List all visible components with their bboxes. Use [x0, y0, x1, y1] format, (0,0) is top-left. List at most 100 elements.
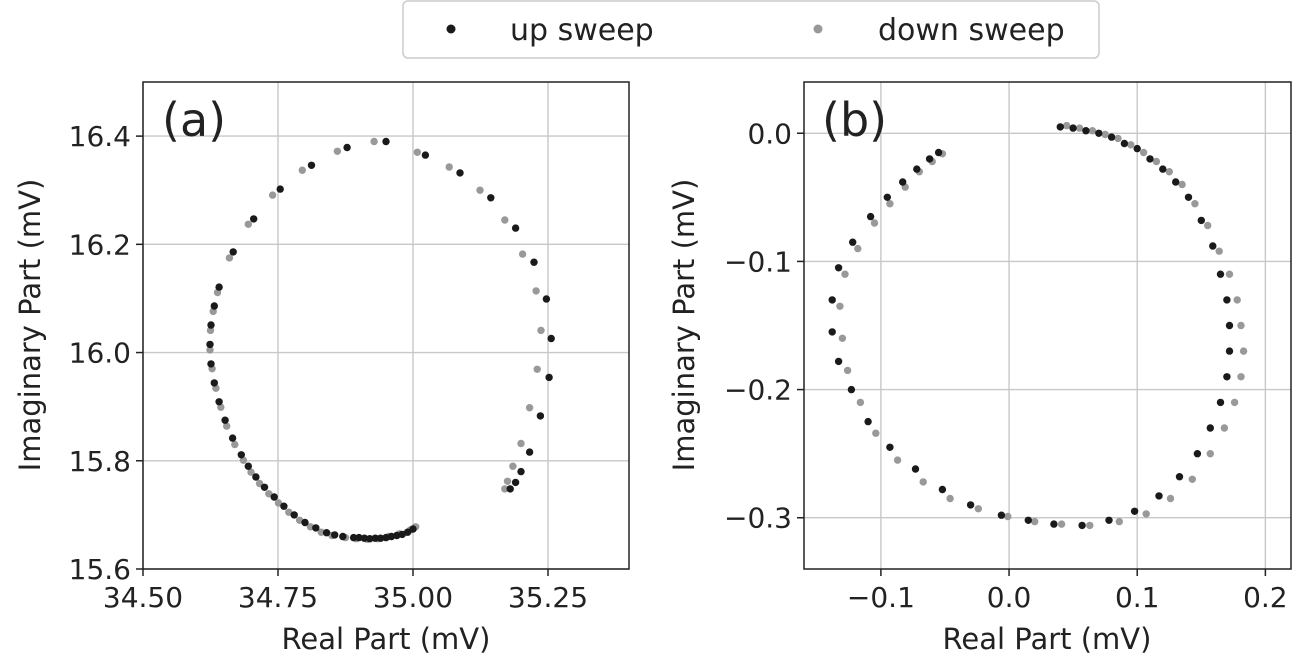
y-tick-label: −0.3 — [724, 502, 792, 535]
down-sweep-point — [1215, 247, 1223, 255]
up-sweep-point — [1095, 129, 1103, 137]
y-tick-label: 15.8 — [69, 445, 131, 478]
panel-a: 34.50 34.75 35.00 35.25 15.6 15.8 16.0 16.2 16.4… — [13, 81, 630, 656]
up-sweep-point — [207, 360, 215, 368]
up-sweep-point — [1223, 373, 1231, 381]
up-sweep-point — [1209, 242, 1217, 250]
down-sweep-point — [225, 254, 234, 262]
up-sweep-point — [864, 417, 872, 426]
down-sweep-point — [854, 244, 862, 253]
up-sweep-point — [301, 518, 309, 527]
x-tick-label: 35.25 — [508, 581, 588, 614]
up-sweep-point — [331, 531, 339, 539]
down-sweep-point — [870, 219, 879, 227]
down-sweep-point — [886, 200, 894, 208]
down-sweep-point — [1204, 221, 1212, 230]
up-sweep-point — [1105, 516, 1113, 524]
down-sweep-point — [1237, 321, 1245, 330]
down-sweep-point — [1152, 157, 1161, 166]
panel-a-grid — [142, 82, 629, 570]
up-sweep-point — [1107, 133, 1116, 141]
panel-b: −0.1 0.0 0.1 0.2 −0.3 −0.2 −0.1 0.0 (b) Real Pa… — [667, 81, 1292, 656]
down-sweep-point — [533, 365, 541, 373]
up-sweep-point — [456, 169, 464, 177]
up-sweep-point — [360, 534, 369, 542]
up-sweep-point — [1130, 507, 1139, 515]
down-sweep-point — [843, 366, 852, 375]
up-sweep-point — [545, 373, 553, 382]
up-sweep-point — [542, 295, 551, 303]
down-sweep-point — [919, 478, 927, 486]
up-sweep-point — [934, 148, 943, 157]
up-sweep-point — [1078, 521, 1086, 530]
up-sweep-point — [1159, 165, 1167, 173]
down-sweep-point — [1057, 520, 1066, 528]
down-sweep-point — [1115, 517, 1124, 526]
panel-a-axes-frame — [142, 81, 630, 570]
up-sweep-point — [886, 443, 894, 451]
down-sweep-point — [856, 398, 865, 407]
up-sweep-point — [276, 185, 284, 193]
up-sweep-point — [252, 473, 260, 481]
up-sweep-point — [1216, 398, 1225, 407]
down-sweep-point — [1191, 200, 1199, 208]
up-sweep-point — [290, 511, 298, 519]
up-sweep-point — [339, 532, 347, 541]
x-tick-label: 0.2 — [1243, 581, 1288, 614]
up-sweep-point — [866, 212, 875, 221]
up-sweep-point — [215, 398, 223, 406]
up-sweep-point — [1082, 127, 1090, 135]
up-sweep-point — [221, 416, 229, 424]
down-sweep-point — [974, 505, 982, 513]
panel-a-x-axis-label: Real Part (mV) — [282, 622, 491, 656]
down-sweep-point — [872, 429, 880, 437]
panel-b-axes-frame — [803, 81, 1292, 570]
up-sweep-point — [1069, 124, 1077, 132]
up-sweep-point — [343, 143, 351, 152]
up-sweep-point — [355, 533, 363, 542]
down-sweep-point — [298, 166, 306, 174]
up-sweep-point — [270, 493, 278, 501]
up-sweep-point — [511, 478, 520, 487]
up-sweep-point — [547, 334, 555, 343]
down-sweep-point — [1086, 521, 1094, 530]
up-sweep-point — [913, 165, 921, 173]
up-sweep-point — [899, 178, 907, 186]
up-sweep-point — [511, 224, 520, 232]
up-sweep-point — [1206, 424, 1215, 432]
down-sweep-point — [1142, 510, 1150, 518]
y-tick-label: −0.2 — [724, 374, 792, 407]
down-sweep-point — [1114, 134, 1122, 143]
y-tick-label: 15.6 — [69, 553, 131, 586]
up-sweep-point — [1193, 450, 1202, 458]
x-tick-label: −0.1 — [847, 581, 915, 614]
up-sweep-point — [834, 357, 843, 366]
panel-b-series — [828, 121, 1248, 530]
up-sweep-point — [1050, 520, 1058, 528]
down-sweep-point — [476, 186, 484, 194]
up-sweep-point — [828, 296, 836, 304]
down-sweep-point — [317, 528, 325, 536]
down-sweep-point — [333, 147, 342, 155]
down-sweep-point — [1075, 124, 1084, 132]
up-sweep-point — [1184, 193, 1193, 201]
down-sweep-point — [1088, 127, 1097, 135]
up-sweep-point — [1172, 178, 1180, 186]
down-sweep-point — [1127, 141, 1135, 149]
down-sweep-point — [946, 494, 954, 503]
up-sweep-point — [409, 525, 417, 533]
up-sweep-point — [312, 524, 320, 532]
y-tick-label: 0.0 — [747, 117, 792, 150]
down-sweep-point — [518, 250, 527, 258]
down-sweep-point — [537, 326, 545, 335]
up-sweep-point — [229, 248, 237, 256]
down-sweep-point — [893, 456, 902, 464]
up-sweep-point — [366, 535, 374, 543]
down-sweep-point — [1166, 494, 1175, 503]
down-sweep-point — [501, 485, 509, 493]
down-sweep-point — [268, 191, 277, 199]
down-sweep-point — [445, 163, 453, 171]
down-sweep-point — [247, 468, 255, 476]
up-sweep-point — [506, 485, 514, 493]
panel-b-label: (b) — [822, 93, 887, 147]
